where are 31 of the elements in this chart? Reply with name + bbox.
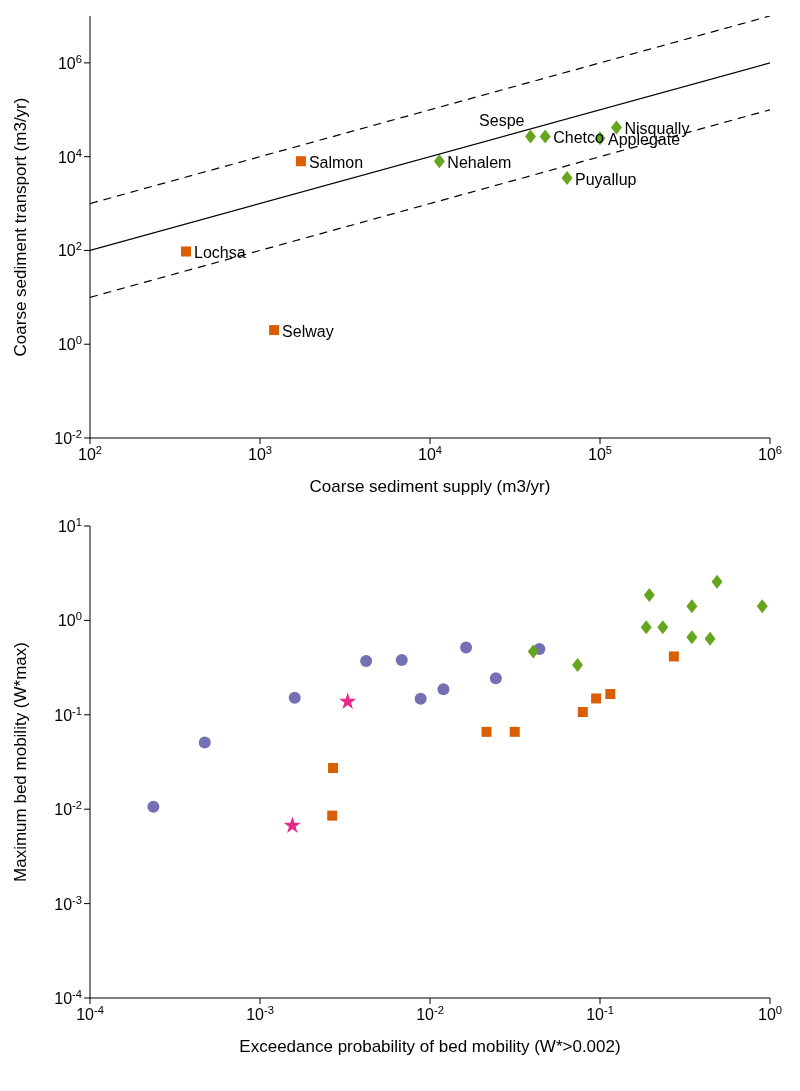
y-tick-label: 10$^{-2}$ xyxy=(54,428,82,447)
x-tick-label: 10$^{3}$ xyxy=(247,444,273,463)
x-tick-label: 10$^{6}$ xyxy=(757,444,783,463)
y-tick-label: 10$^{-3}$ xyxy=(54,893,82,913)
y-tick-label: 10$^{0}$ xyxy=(57,334,82,354)
y-tick-label: 10$^{-2}$ xyxy=(54,799,82,819)
x-tick-label: 10$^{-1}$ xyxy=(586,1004,614,1023)
y-tick-label: 10$^{1}$ xyxy=(57,516,82,535)
annotation: Puyallup xyxy=(575,171,637,189)
y-tick-label: 10$^{-1}$ xyxy=(54,704,82,724)
x-tick-label: 10$^{-4}$ xyxy=(76,1004,104,1023)
y-axis-title: Maximum bed mobility (W*max) xyxy=(11,642,31,882)
y-tick-label: 10$^{2}$ xyxy=(57,240,82,260)
x-tick-label: 10$^{4}$ xyxy=(417,444,443,463)
x-axis-title: Coarse sediment supply (m3/yr) xyxy=(309,477,551,497)
y-tick-label: 10$^{0}$ xyxy=(57,610,82,630)
x-tick-label: 10$^{2}$ xyxy=(77,444,103,463)
x-tick-label: 10$^{0}$ xyxy=(757,1004,783,1023)
x-tick-label: 10$^{-3}$ xyxy=(246,1004,274,1023)
annotation: Salmon xyxy=(308,154,364,172)
annotation: Selway xyxy=(282,323,334,341)
annotation: Sespe xyxy=(479,112,525,130)
y-tick-label: 10$^{6}$ xyxy=(57,52,82,72)
x-tick-label: 10$^{5}$ xyxy=(587,444,613,463)
x-axis-title: Exceedance probability of bed mobility (W*>0.002) xyxy=(239,1037,621,1057)
y-axis-title: Coarse sediment transport (m3/yr) xyxy=(11,97,31,357)
y-tick-label: 10$^{4}$ xyxy=(57,146,82,166)
y-tick-label: 10$^{-4}$ xyxy=(54,988,82,1007)
annotation: Nehalem xyxy=(447,154,512,172)
annotation: Lochsa xyxy=(193,244,246,262)
x-tick-label: 10$^{-2}$ xyxy=(416,1004,444,1023)
